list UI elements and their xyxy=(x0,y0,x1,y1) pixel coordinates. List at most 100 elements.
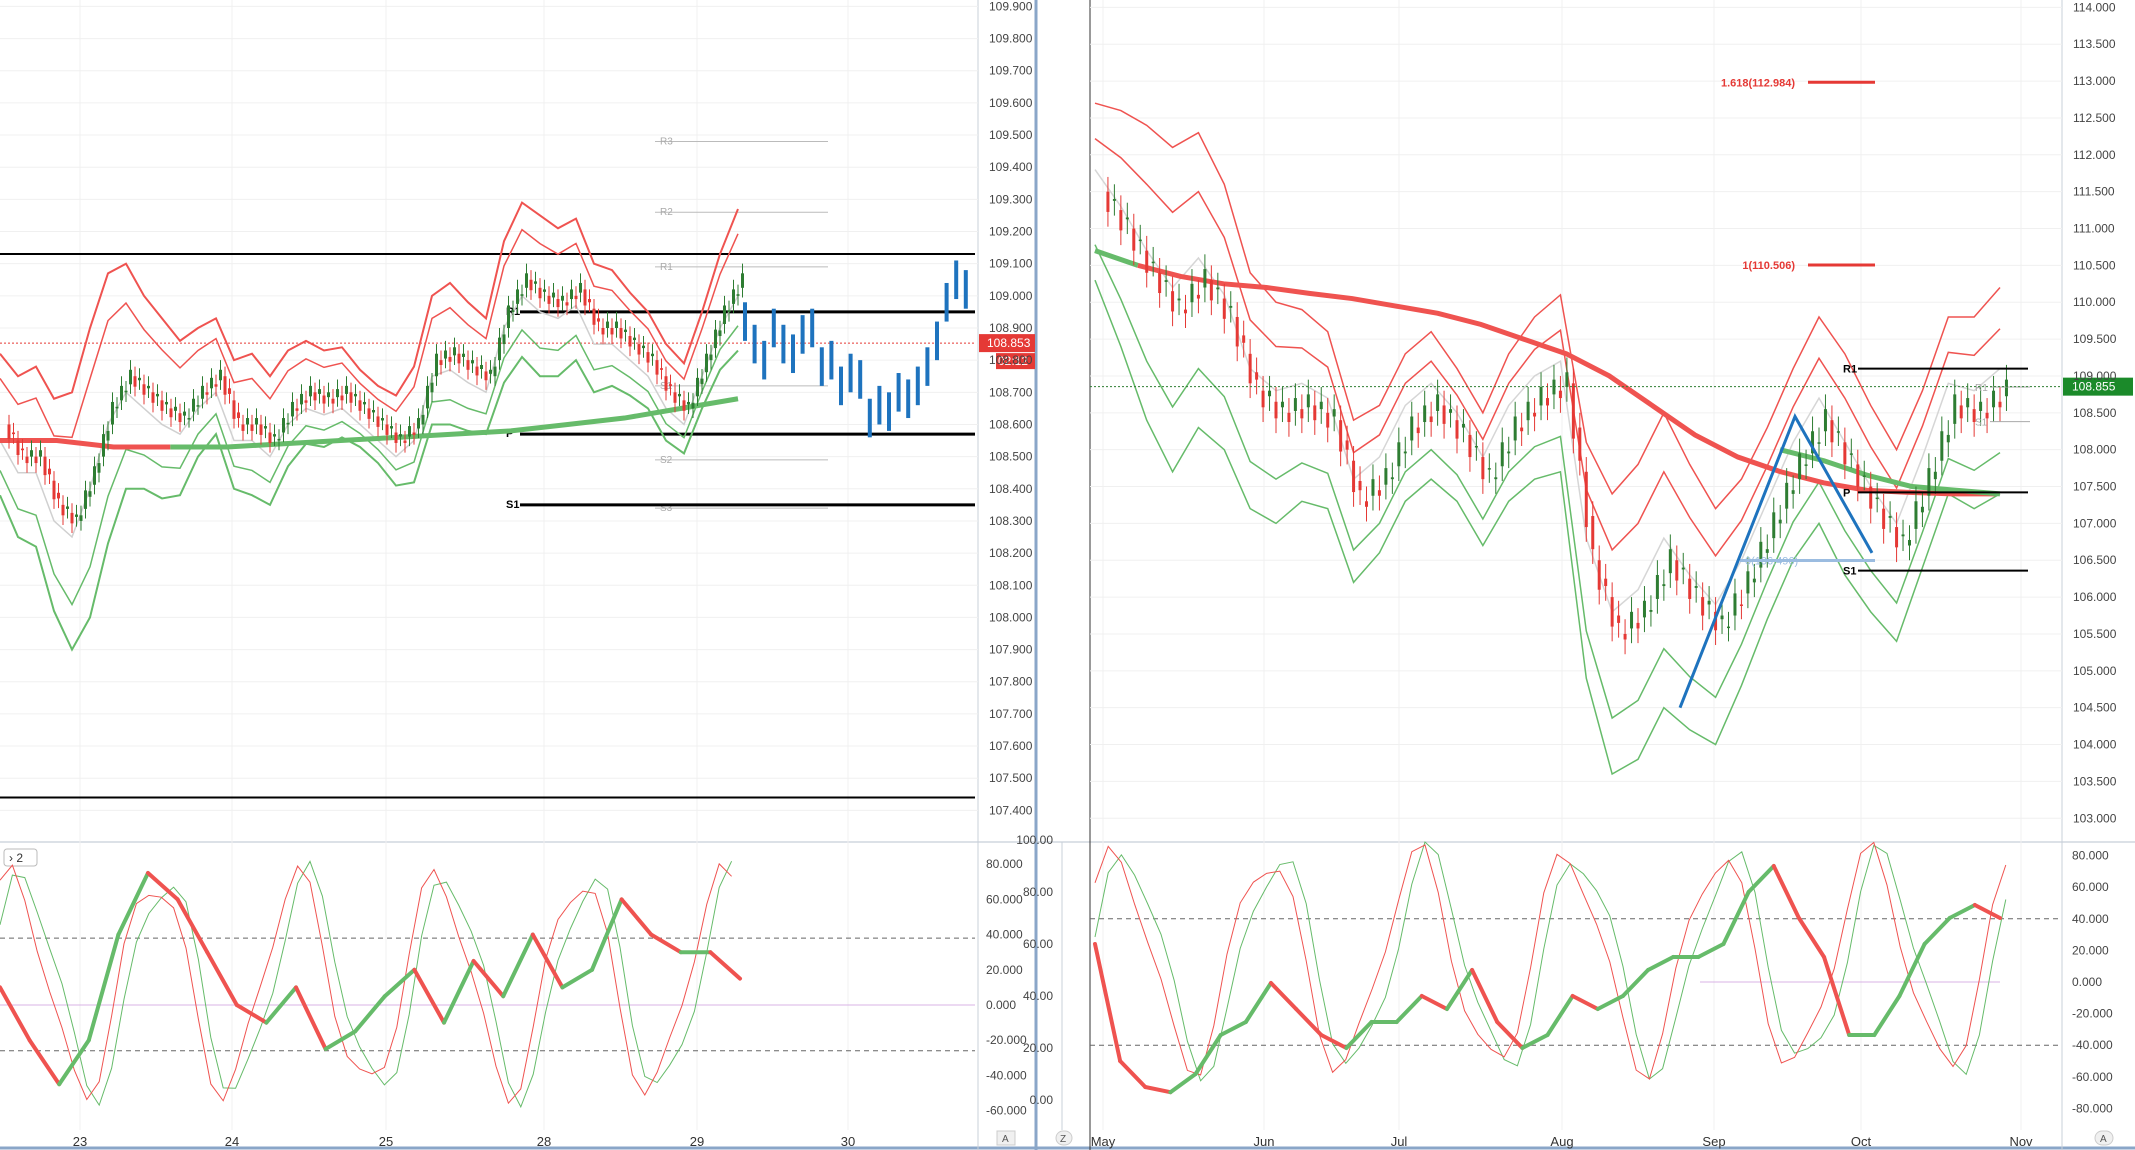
candle-body xyxy=(552,292,555,298)
left-price-tick: 109.200 xyxy=(989,225,1033,239)
candle-body xyxy=(367,408,371,419)
right-candle-body xyxy=(1578,427,1582,461)
right-candle-body xyxy=(1261,390,1265,408)
candle-body xyxy=(61,504,65,516)
right-candle-body xyxy=(1933,471,1937,480)
right-candle-body xyxy=(1293,398,1297,411)
right-osc-right-tick: -20.000 xyxy=(2072,1007,2113,1021)
right-osc-main-segment xyxy=(1268,981,1299,1011)
countdown-tag xyxy=(996,353,1035,370)
projection-bar xyxy=(858,360,863,399)
right-candle-body xyxy=(1106,191,1110,212)
left-osc-tick: -40.000 xyxy=(986,1068,1027,1082)
right-candle-body xyxy=(1875,497,1879,500)
candle-body xyxy=(457,353,461,364)
candle-body xyxy=(286,422,290,425)
left-time-tick: 28 xyxy=(537,1134,551,1149)
right-auto-scale-button[interactable] xyxy=(2094,1130,2114,1146)
candle-body xyxy=(471,360,474,364)
candle-body xyxy=(259,424,263,435)
candle-body xyxy=(525,273,528,288)
right-candle-body xyxy=(1184,309,1187,314)
candle-body xyxy=(466,360,470,370)
left-price-tick: 108.800 xyxy=(989,353,1033,367)
right-last-price-text: 108.855 xyxy=(2072,380,2116,394)
right-candle-body xyxy=(1636,622,1640,629)
osc-main-segment xyxy=(86,932,121,1043)
right-candle-body xyxy=(1610,597,1614,627)
candle-body xyxy=(111,401,114,425)
right-candle-body xyxy=(1326,412,1330,428)
right-candle-body xyxy=(1804,464,1808,466)
right-candle-body xyxy=(1339,420,1343,452)
right-osc-main-segment xyxy=(1294,1007,1324,1037)
osc-main-segment xyxy=(57,1038,91,1087)
candle-body xyxy=(102,434,105,457)
candle-body xyxy=(430,382,434,393)
candle-body xyxy=(268,432,272,443)
right-candle-body xyxy=(1940,431,1944,461)
osc-main-segment xyxy=(471,959,506,999)
right-price-tick: 108.500 xyxy=(2073,406,2117,420)
candle-body xyxy=(543,289,546,292)
right-candle-body xyxy=(1177,298,1181,301)
projection-bar xyxy=(771,308,776,348)
osc-main-segment xyxy=(116,871,150,937)
right-candle-body xyxy=(1429,416,1433,423)
candle-body xyxy=(678,393,681,397)
candle-body xyxy=(570,289,573,300)
right-time-tick: May xyxy=(1091,1134,1116,1149)
osc-main-segment xyxy=(175,897,210,955)
right-candle-body xyxy=(1869,486,1873,509)
right-candle-body xyxy=(1998,401,2002,408)
right-candle-body xyxy=(1759,541,1763,568)
upper-band-outer xyxy=(0,201,739,400)
right-price-pane[interactable]: 1.618(112.984) 1(110.506) 0(106.496) R1 P S1 R… xyxy=(1090,77,2133,776)
left-price-tick: 107.500 xyxy=(989,771,1033,785)
right-candle-body xyxy=(1242,335,1246,343)
projection-bar xyxy=(743,302,747,341)
candle-body xyxy=(394,432,398,443)
right-price-tick: 110.500 xyxy=(2073,258,2116,272)
right-candle-body xyxy=(1617,615,1621,623)
right-candle-body xyxy=(1371,479,1375,496)
auto-scale-button[interactable] xyxy=(996,1130,1016,1146)
projection-bar xyxy=(819,347,824,386)
candle-body xyxy=(142,384,146,395)
right-osc-fast-line xyxy=(1094,841,2007,1082)
zoom-button[interactable] xyxy=(1055,1130,1073,1146)
left-oscillator-pane[interactable]: › 2 A xyxy=(0,848,1016,1146)
right-osc-main-segment xyxy=(1143,1085,1173,1095)
right-time-tick: Jun xyxy=(1254,1134,1275,1149)
lower-band-inner xyxy=(0,325,739,607)
candle-body xyxy=(39,450,42,457)
right-candle-body xyxy=(1946,434,1950,443)
candle-body xyxy=(97,463,101,473)
ma-red-segment xyxy=(0,438,171,450)
right-osc-left-tick: 100.00 xyxy=(1016,833,1053,847)
candle-body xyxy=(475,366,479,376)
right-candle-body xyxy=(1772,512,1776,539)
candle-body xyxy=(124,390,128,393)
osc-main-segment xyxy=(0,985,32,1043)
candle-body xyxy=(340,395,344,401)
right-candle-body xyxy=(1649,610,1653,612)
right-candle-body xyxy=(1229,305,1233,308)
right-candle-body xyxy=(1352,460,1356,493)
right-candle-body xyxy=(1216,287,1220,290)
candle-body xyxy=(30,450,33,457)
candle-body xyxy=(435,353,438,377)
right-candle-body xyxy=(1811,431,1815,454)
right-osc-main-segment xyxy=(1646,955,1676,972)
candle-body xyxy=(480,364,483,369)
right-candle-body xyxy=(1306,394,1310,408)
right-candle-body xyxy=(1746,571,1750,594)
candle-body xyxy=(304,400,308,403)
pane-collapse-button[interactable] xyxy=(3,848,38,867)
candle-body xyxy=(57,492,60,499)
candle-body xyxy=(426,385,429,409)
left-price-tick: 109.600 xyxy=(989,96,1033,110)
auto-scale-label: A xyxy=(1002,1134,1009,1145)
